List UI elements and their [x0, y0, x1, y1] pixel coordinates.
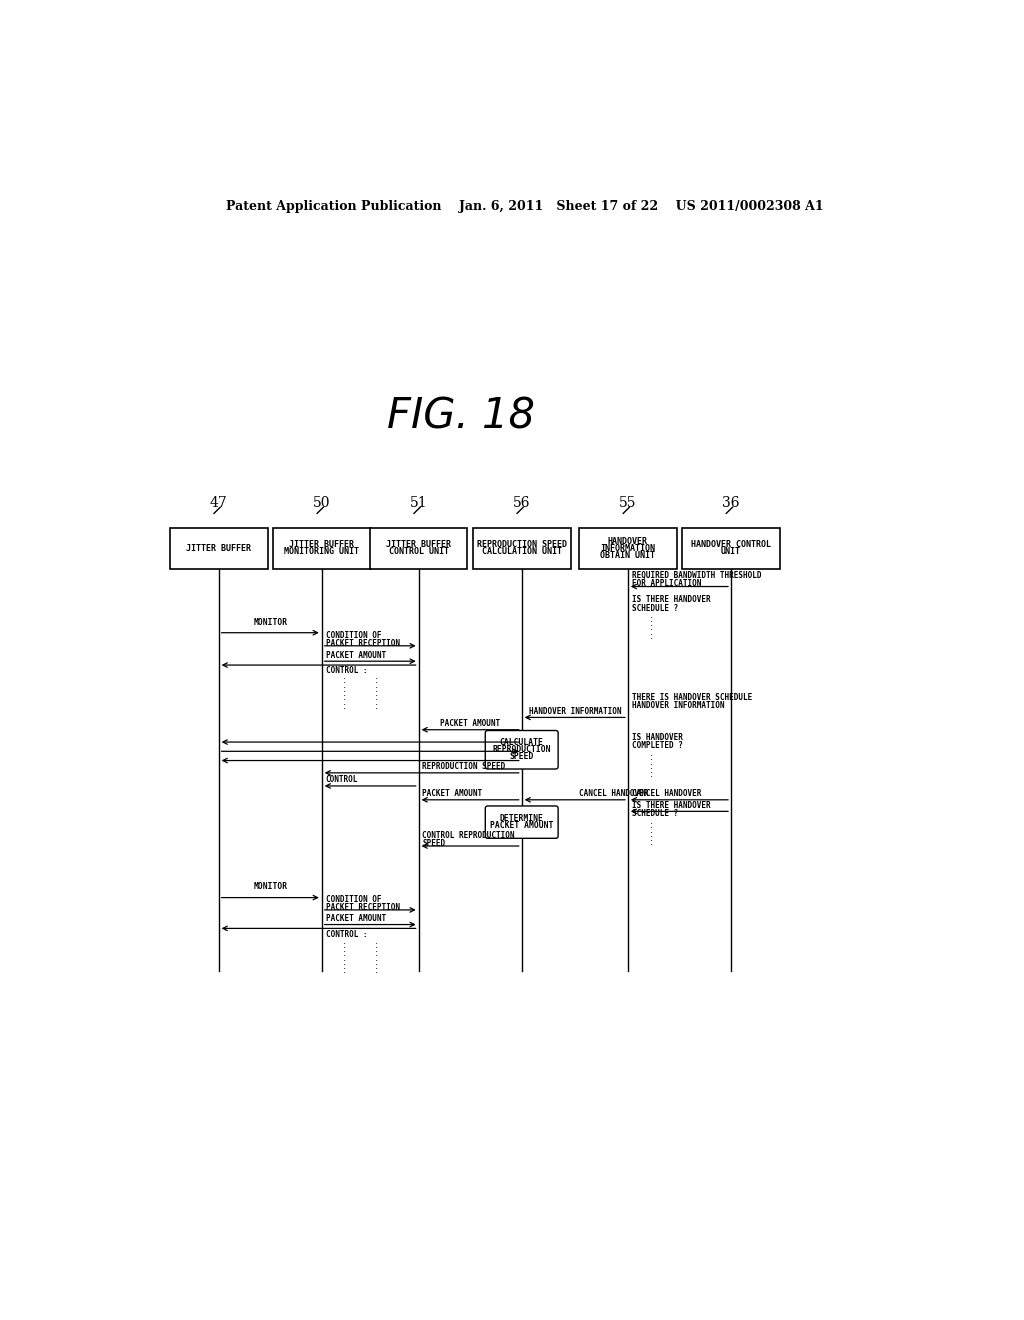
- Text: REPRODUCTION SPEED: REPRODUCTION SPEED: [477, 540, 566, 549]
- Text: IS HANDOVER: IS HANDOVER: [632, 733, 683, 742]
- Text: SPEED: SPEED: [423, 840, 445, 849]
- Text: HANDOVER CONTROL: HANDOVER CONTROL: [691, 540, 771, 549]
- Text: THERE IS HANDOVER SCHEDULE: THERE IS HANDOVER SCHEDULE: [632, 693, 752, 702]
- Text: PACKET AMOUNT: PACKET AMOUNT: [490, 821, 553, 830]
- Text: :: :: [649, 760, 652, 771]
- Text: SPEED: SPEED: [510, 752, 534, 762]
- Text: CANCEL HANDOVER: CANCEL HANDOVER: [632, 789, 701, 799]
- Text: FOR APPLICATION: FOR APPLICATION: [632, 579, 701, 587]
- Text: OBTAIN UNIT: OBTAIN UNIT: [600, 550, 655, 560]
- Bar: [273, 528, 371, 569]
- Text: PACKET AMOUNT: PACKET AMOUNT: [326, 651, 386, 660]
- Text: MONITORING UNIT: MONITORING UNIT: [285, 548, 359, 556]
- Text: REQUIRED BANDWIDTH THRESHOLD: REQUIRED BANDWIDTH THRESHOLD: [632, 572, 761, 581]
- Text: 55: 55: [620, 495, 637, 510]
- Text: PACKET RECEPTION: PACKET RECEPTION: [326, 903, 399, 912]
- Text: 50: 50: [313, 495, 331, 510]
- Text: PACKET AMOUNT: PACKET AMOUNT: [326, 913, 386, 923]
- Text: CONTROL REPRODUCTION: CONTROL REPRODUCTION: [423, 830, 515, 840]
- Text: 56: 56: [513, 495, 530, 510]
- Text: DETERMINE: DETERMINE: [500, 814, 544, 824]
- Text: CONTROL :: CONTROL :: [326, 667, 368, 675]
- Text: CANCEL HANDOVER: CANCEL HANDOVER: [579, 789, 648, 799]
- Text: SCHEDULE ?: SCHEDULE ?: [632, 809, 678, 818]
- Text: 51: 51: [410, 495, 427, 510]
- Text: :: :: [343, 957, 347, 966]
- Text: IS THERE HANDOVER: IS THERE HANDOVER: [632, 801, 711, 809]
- Text: :: :: [649, 622, 652, 632]
- Text: CONTROL :: CONTROL :: [326, 931, 368, 939]
- Text: REPRODUCTION SPEED: REPRODUCTION SPEED: [423, 762, 506, 771]
- Text: MONITOR: MONITOR: [253, 618, 288, 627]
- Bar: [682, 528, 779, 569]
- Text: JITTER BUFFER: JITTER BUFFER: [186, 544, 251, 553]
- Text: COMPLETED ?: COMPLETED ?: [632, 742, 683, 750]
- Text: :: :: [375, 957, 378, 966]
- Text: :: :: [375, 701, 378, 711]
- Bar: [170, 528, 267, 569]
- Text: 36: 36: [722, 495, 739, 510]
- Text: :: :: [649, 631, 652, 640]
- Text: SCHEDULE ?: SCHEDULE ?: [632, 603, 678, 612]
- Text: IS THERE HANDOVER: IS THERE HANDOVER: [632, 595, 711, 605]
- Text: :: :: [649, 770, 652, 779]
- Text: :: :: [343, 948, 347, 958]
- Text: UNIT: UNIT: [721, 548, 741, 556]
- Text: :: :: [649, 820, 652, 830]
- Text: CONTROL: CONTROL: [326, 775, 358, 784]
- Text: :: :: [375, 676, 378, 685]
- Text: PACKET AMOUNT: PACKET AMOUNT: [423, 789, 482, 799]
- Text: FIG. 18: FIG. 18: [387, 396, 536, 437]
- Text: CONDITION OF: CONDITION OF: [326, 895, 381, 904]
- Text: MONITOR: MONITOR: [253, 883, 288, 891]
- Text: JITTER BUFFER: JITTER BUFFER: [386, 540, 452, 549]
- Text: CONDITION OF: CONDITION OF: [326, 631, 381, 639]
- FancyBboxPatch shape: [485, 807, 558, 838]
- Text: 47: 47: [210, 495, 227, 510]
- Text: :: :: [649, 752, 652, 763]
- Text: :: :: [375, 965, 378, 975]
- Text: :: :: [343, 684, 347, 694]
- Text: :: :: [343, 965, 347, 975]
- Text: PACKET RECEPTION: PACKET RECEPTION: [326, 639, 399, 648]
- Text: INFORMATION: INFORMATION: [600, 544, 655, 553]
- Text: :: :: [375, 684, 378, 694]
- Text: :: :: [649, 614, 652, 624]
- Text: HANDOVER INFORMATION: HANDOVER INFORMATION: [632, 701, 724, 710]
- Text: JITTER BUFFER: JITTER BUFFER: [289, 540, 354, 549]
- FancyBboxPatch shape: [485, 730, 558, 770]
- Text: Patent Application Publication    Jan. 6, 2011   Sheet 17 of 22    US 2011/00023: Patent Application Publication Jan. 6, 2…: [226, 199, 823, 213]
- Text: :: :: [649, 837, 652, 847]
- Text: :: :: [343, 940, 347, 949]
- Text: :: :: [649, 829, 652, 838]
- Text: HANDOVER INFORMATION: HANDOVER INFORMATION: [528, 706, 621, 715]
- Text: :: :: [343, 701, 347, 711]
- Text: CALCULATE: CALCULATE: [500, 738, 544, 747]
- Text: :: :: [375, 940, 378, 949]
- Text: PACKET AMOUNT: PACKET AMOUNT: [440, 719, 501, 729]
- Bar: [370, 528, 467, 569]
- Bar: [473, 528, 570, 569]
- Text: CONTROL UNIT: CONTROL UNIT: [389, 548, 449, 556]
- Text: :: :: [375, 693, 378, 702]
- Text: :: :: [343, 676, 347, 685]
- Text: REPRODUCTION: REPRODUCTION: [493, 746, 551, 754]
- Text: :: :: [343, 693, 347, 702]
- Text: HANDOVER: HANDOVER: [608, 537, 648, 546]
- Bar: [579, 528, 677, 569]
- Text: :: :: [375, 948, 378, 958]
- Text: CALCULATION UNIT: CALCULATION UNIT: [481, 548, 562, 556]
